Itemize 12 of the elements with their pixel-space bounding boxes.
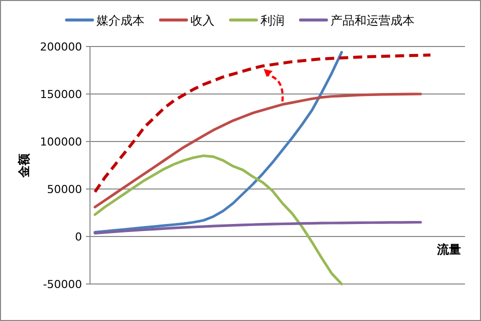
legend-label: 收入 <box>190 14 214 28</box>
y-tick-label: 200000 <box>40 40 82 54</box>
y-axis-title: 金额 <box>17 152 31 178</box>
x-axis-title: 流量 <box>436 242 461 256</box>
legend-label: 利润 <box>260 14 284 28</box>
legend-label: 产品和运营成本 <box>330 14 414 28</box>
y-tick-label: 0 <box>75 230 82 244</box>
y-tick-label: 50000 <box>47 183 82 196</box>
legend-label: 媒介成本 <box>96 14 144 28</box>
y-tick-label: -50000 <box>43 278 82 291</box>
y-tick-label: 150000 <box>40 88 82 101</box>
y-tick-label: 100000 <box>40 136 82 148</box>
